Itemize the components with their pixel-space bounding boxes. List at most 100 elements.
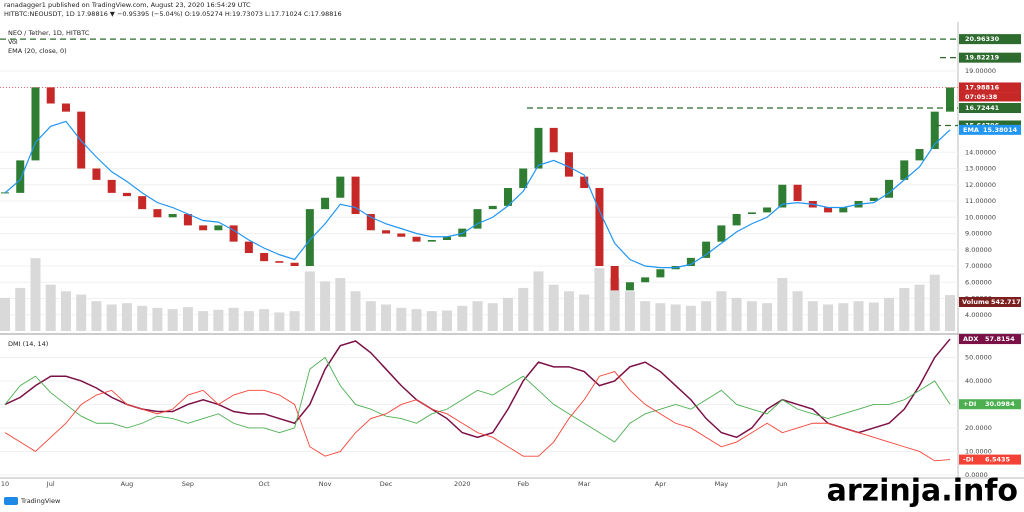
indicator-tag (959, 334, 1021, 345)
x-tick-label: Jun (776, 480, 787, 488)
y-tick-label: 9.00000 (965, 230, 992, 238)
volume-bar (823, 304, 834, 331)
indicator-label: 57.8154 (985, 335, 1015, 343)
candle (946, 87, 954, 112)
y-tick-label: 12.00000 (965, 181, 996, 189)
y-tick-label: 0.0000 (965, 471, 988, 479)
candle (16, 160, 25, 193)
volume-bar (563, 291, 574, 331)
volume-bar (594, 268, 605, 331)
candle (519, 168, 528, 189)
volume-bar (579, 294, 590, 331)
candle (305, 209, 314, 267)
y-tick-label: 13.00000 (965, 165, 996, 173)
x-tick-label: May (715, 480, 729, 488)
indicator-tag-name: -DI (963, 456, 974, 464)
indicator-line (4, 371, 951, 462)
candle (686, 257, 695, 267)
indicator-label: 30.0984 (985, 400, 1015, 408)
volume-bar (15, 287, 26, 331)
candle (336, 176, 345, 198)
indicator-tag (959, 399, 1021, 410)
volume-bar (518, 287, 529, 331)
x-tick-label: Jul (46, 480, 55, 488)
volume-bar (289, 311, 300, 331)
volume-bar (716, 291, 727, 331)
volume-bar (502, 297, 513, 331)
candle (717, 225, 726, 242)
candle (503, 188, 512, 206)
volume-bar (853, 301, 864, 331)
y-tick-label: 10.0000 (965, 447, 992, 455)
volume-bar (182, 307, 193, 331)
x-tick-label: Dec (380, 480, 393, 488)
volume-bar (213, 309, 224, 331)
candle (641, 277, 650, 283)
candle (549, 127, 558, 153)
volume-bar (45, 284, 56, 331)
volume-bar (457, 305, 468, 331)
candle (199, 225, 208, 231)
candle (534, 127, 543, 169)
indicator-label: 6.5435 (985, 456, 1011, 464)
candle (580, 176, 589, 189)
brand: TradingView (20, 497, 61, 505)
candle (183, 214, 192, 226)
volume-bar (198, 311, 209, 331)
candle (900, 160, 909, 180)
indicator-line (4, 338, 951, 439)
candle (869, 197, 878, 202)
candle (458, 228, 467, 237)
volume-bar (259, 309, 270, 331)
indicator-tag-name: ADX (963, 335, 978, 343)
volume-bar (792, 291, 803, 331)
volume-bar (609, 278, 620, 331)
brand-logo (4, 497, 18, 505)
indicator-tag-name: +DI (963, 400, 976, 408)
candle (656, 269, 665, 278)
volume-bar (320, 281, 331, 331)
volume-bar (685, 305, 696, 331)
candle (122, 192, 131, 197)
y-tick-label: 14.00000 (965, 148, 996, 156)
level-tag (959, 34, 1021, 45)
candle (351, 176, 360, 215)
volume-bar (945, 295, 955, 331)
candle (824, 207, 833, 213)
y-tick-label: 11.00000 (965, 197, 996, 205)
watermark: arzinja.info (827, 474, 1018, 509)
candle (702, 241, 711, 258)
volume-bar (533, 271, 544, 331)
candle (321, 197, 330, 210)
indicator-tag (959, 454, 1021, 465)
candle (930, 111, 939, 150)
volume-legend: Vol (8, 38, 18, 46)
volume-bar (121, 303, 132, 331)
volume-bar (381, 304, 392, 331)
candle (138, 196, 147, 210)
candle (610, 266, 619, 291)
volume-bar (929, 274, 940, 331)
volume-bar (762, 303, 773, 331)
volume-bar (228, 307, 239, 331)
volume-bar (442, 310, 453, 331)
volume-bar (487, 303, 498, 331)
publisher: ranadagger1 published on TradingView.com… (4, 1, 251, 9)
volume-bar (914, 284, 925, 331)
x-tick-label: Feb (517, 480, 529, 488)
x-tick-label: Aug (121, 480, 134, 488)
volume-label: 542.717K (991, 298, 1024, 306)
y-tick-label: 10.00000 (965, 213, 996, 221)
volume-bar (640, 301, 651, 331)
price-label: 17.98816 (965, 83, 1000, 91)
x-tick-label: Apr (655, 480, 667, 488)
level-label: 16.72441 (965, 104, 1000, 112)
candle (229, 225, 238, 242)
candle (290, 262, 299, 267)
candle (732, 214, 741, 226)
volume-bar (426, 311, 437, 331)
countdown-tag (959, 92, 1021, 102)
dmi-title: DMI (14, 14) (8, 340, 48, 348)
level-label: 20.96330 (965, 35, 1000, 43)
y-tick-label: 40.0000 (965, 377, 992, 385)
